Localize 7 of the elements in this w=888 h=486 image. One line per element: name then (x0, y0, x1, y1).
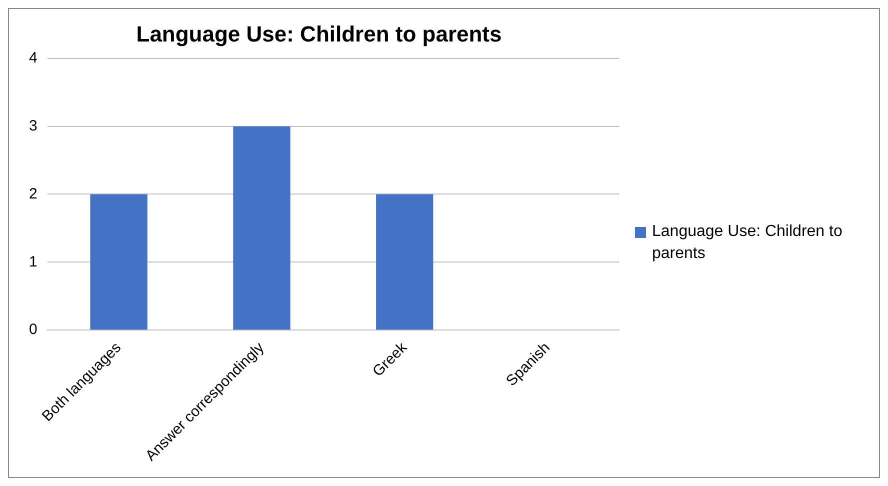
y-tick-label: 0 (29, 321, 38, 338)
y-tick-label: 3 (29, 117, 38, 134)
y-tick-label: 2 (29, 185, 38, 202)
y-tick-label: 1 (29, 253, 38, 270)
chart-title: Language Use: Children to parents (136, 21, 502, 46)
y-tick-label: 4 (29, 50, 38, 67)
legend-label: Language Use: Children to parents (652, 222, 844, 264)
